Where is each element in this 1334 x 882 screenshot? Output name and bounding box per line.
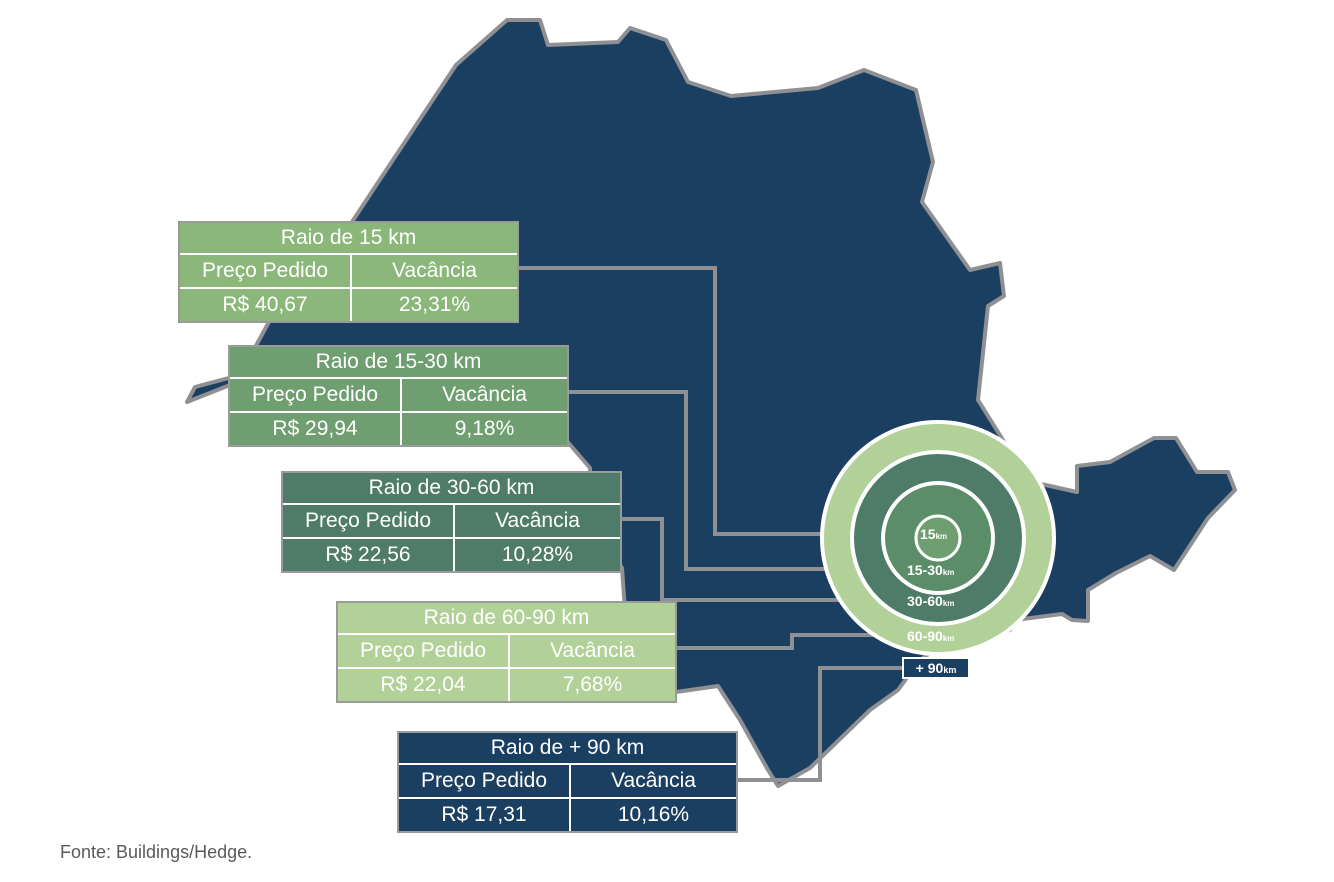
col-header-price: Preço Pedido xyxy=(399,765,571,797)
col-header-vacancy: Vacância xyxy=(392,259,477,282)
ring-label-60-90: 60-90km xyxy=(907,628,954,644)
leader-line-15-30 xyxy=(568,390,905,571)
col-header-price: Preço Pedido xyxy=(230,379,402,411)
radius-rings xyxy=(820,420,1056,656)
col-header-price: Preço Pedido xyxy=(338,635,510,667)
ring-label-15: 15km xyxy=(920,526,947,542)
ring-15 xyxy=(914,514,962,562)
col-header-vacancy: Vacância xyxy=(495,509,580,532)
ring-labels: 15km 15-30km 30-60km 60-90km xyxy=(907,526,954,644)
table-raio-plus90: Raio de + 90 km Preço Pedido Vacância R$ … xyxy=(397,731,738,833)
table-title: Raio de 15 km xyxy=(180,223,517,255)
table-raio-15: Raio de 15 km Preço Pedido Vacância R$ 40… xyxy=(178,221,519,323)
leader-line-15 xyxy=(518,266,916,536)
col-header-vacancy: Vacância xyxy=(442,383,527,406)
vacancy-value: 10,16% xyxy=(617,803,690,826)
price-value: R$ 22,04 xyxy=(338,669,510,701)
leader-lines xyxy=(518,266,916,782)
vacancy-value: 9,18% xyxy=(454,417,515,440)
table-title: Raio de + 90 km xyxy=(399,733,736,765)
ring-label-15-30: 15-30km xyxy=(907,562,954,578)
col-header-vacancy: Vacância xyxy=(550,639,635,662)
leader-line-30-60 xyxy=(620,517,905,602)
price-value: R$ 17,31 xyxy=(399,799,571,831)
source-note: Fonte: Buildings/Hedge. xyxy=(60,842,253,862)
leader-line-60-90 xyxy=(676,633,905,650)
table-raio-60-90: Raio de 60-90 km Preço Pedido Vacância R$… xyxy=(336,601,677,703)
table-title: Raio de 30-60 km xyxy=(283,473,620,505)
price-value: R$ 29,94 xyxy=(230,413,402,445)
vacancy-value: 7,68% xyxy=(562,673,623,696)
table-title: Raio de 15-30 km xyxy=(230,347,567,379)
ring-label-plus90: + 90km xyxy=(902,657,970,679)
leader-line-plus90 xyxy=(737,666,902,782)
price-value: R$ 22,56 xyxy=(283,539,455,571)
table-raio-30-60: Raio de 30-60 km Preço Pedido Vacância R$… xyxy=(281,471,622,573)
table-raio-15-30: Raio de 15-30 km Preço Pedido Vacância R$… xyxy=(228,345,569,447)
col-header-vacancy: Vacância xyxy=(611,769,696,792)
ring-label-30-60: 30-60km xyxy=(907,593,954,609)
vacancy-value: 23,31% xyxy=(398,293,471,316)
table-title: Raio de 60-90 km xyxy=(338,603,675,635)
col-header-price: Preço Pedido xyxy=(283,505,455,537)
price-value: R$ 40,67 xyxy=(180,289,352,321)
vacancy-value: 10,28% xyxy=(501,543,574,566)
col-header-price: Preço Pedido xyxy=(180,255,352,287)
